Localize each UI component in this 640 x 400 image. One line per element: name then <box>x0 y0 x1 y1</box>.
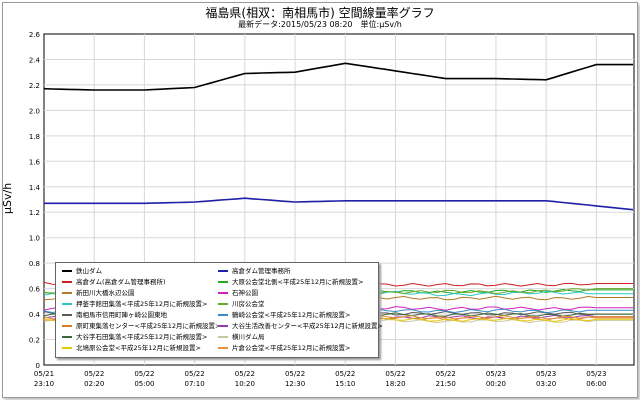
y-tick-label: 2.4 <box>29 56 41 64</box>
y-tick-label: 1.2 <box>29 209 40 217</box>
y-tick-label: 1.4 <box>29 184 41 192</box>
legend-label: 片倉公会堂<平成25年12月に新規設置> <box>232 344 351 352</box>
x-tick-date: 05/23 <box>586 370 606 378</box>
legend-swatch <box>62 270 72 272</box>
legend-label: 鶴崎公会堂<平成25年12月に新規設置> <box>232 311 351 319</box>
legend-label: 大原公会堂北側<平成25年12月に新規設置> <box>232 278 364 286</box>
x-tick-time: 07:10 <box>185 380 205 388</box>
x-tick-date: 05/22 <box>436 370 456 378</box>
x-tick-time: 00:20 <box>486 380 506 388</box>
x-tick-date: 05/22 <box>134 370 154 378</box>
legend-swatch <box>218 347 228 349</box>
legend-label: 鉄山ダム <box>76 267 102 275</box>
legend-label: 押釜字館田集落<平成25年12月に新規設置> <box>76 300 208 308</box>
legend-swatch <box>218 270 228 272</box>
x-tick-time: 02:20 <box>84 380 104 388</box>
legend-label: 新田川大橋水辺公園 <box>76 289 135 297</box>
x-tick-time: 05:00 <box>134 380 154 388</box>
x-tick-date: 05/23 <box>536 370 556 378</box>
x-tick-time: 23:10 <box>34 380 54 388</box>
y-tick-label: 2.6 <box>29 31 41 39</box>
legend-swatch <box>218 281 228 283</box>
x-tick-time: 03:20 <box>536 380 556 388</box>
legend-label: 大谷生活改善センター<平成25年12月に新規設置> <box>232 322 383 330</box>
x-tick-time: 15:10 <box>335 380 355 388</box>
x-tick-time: 12:30 <box>285 380 305 388</box>
legend-swatch <box>218 336 228 338</box>
x-tick-date: 05/22 <box>335 370 355 378</box>
legend-swatch <box>62 325 72 327</box>
legend-swatch <box>62 314 72 316</box>
y-tick-label: 0.4 <box>29 311 41 319</box>
y-tick-label: 1.6 <box>29 158 41 166</box>
legend-label: 高倉ダム(高倉ダム管理事務所) <box>76 278 166 286</box>
x-tick-date: 05/22 <box>185 370 205 378</box>
x-tick-date: 05/21 <box>34 370 54 378</box>
legend: 鉄山ダム 高倉ダム管理事務所高倉ダム(高倉ダム管理事務所) 大原公会堂北側<平成25… <box>55 262 383 358</box>
x-tick-time: 18:20 <box>385 380 405 388</box>
legend-swatch <box>218 292 228 294</box>
legend-swatch <box>62 347 72 349</box>
legend-swatch <box>218 314 228 316</box>
legend-swatch <box>62 292 72 294</box>
x-tick-time: 06:00 <box>586 380 606 388</box>
legend-swatch <box>62 281 72 283</box>
x-tick-date: 05/22 <box>84 370 104 378</box>
legend-label: 北鳩原公会堂<平成25年12月に新規設置> <box>76 344 201 352</box>
legend-label: 川房公会堂 <box>232 300 265 308</box>
legend-swatch <box>218 325 228 327</box>
legend-label: 南相馬市信用町陣ヶ崎公園東地 <box>76 311 167 319</box>
legend-label: 高倉ダム管理事務所 <box>232 267 291 275</box>
x-tick-time: 21:50 <box>436 380 456 388</box>
y-tick-label: 1.8 <box>29 133 40 141</box>
legend-label: 石神公園 <box>232 289 258 297</box>
legend-label: 原町東集落センター<平成25年12月に新規設置> <box>76 322 221 330</box>
legend-label: 横川ダム局 <box>232 333 265 341</box>
legend-swatch <box>62 303 72 305</box>
x-tick-date: 05/22 <box>235 370 255 378</box>
x-tick-date: 05/23 <box>486 370 506 378</box>
legend-swatch <box>218 303 228 305</box>
legend-label: 大谷字石田集落<平成25年12月に新規設置> <box>76 333 208 341</box>
series-line <box>43 62 633 91</box>
y-tick-label: 0.2 <box>29 337 40 345</box>
y-tick-label: 1.0 <box>29 235 40 243</box>
chart-title: 福島県(相双：南相馬市) 空間線量率グラフ <box>205 6 435 20</box>
x-tick-date: 05/22 <box>285 370 305 378</box>
x-tick-time: 10:20 <box>235 380 255 388</box>
y-tick-label: 0.8 <box>29 260 40 268</box>
y-tick-label: 0.6 <box>29 286 41 294</box>
y-tick-label: 2.0 <box>29 107 40 115</box>
y-tick-label: 0 <box>36 362 40 370</box>
y-tick-label: 2.2 <box>29 82 40 90</box>
legend-swatch <box>62 336 72 338</box>
chart-subtitle: 最新データ:2015/05/23 08:20 単位:μSv/h <box>238 20 402 29</box>
x-tick-date: 05/22 <box>385 370 405 378</box>
series-line <box>44 197 634 211</box>
